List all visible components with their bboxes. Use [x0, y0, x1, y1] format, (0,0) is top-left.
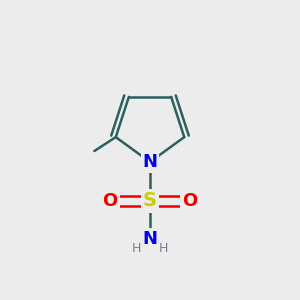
Text: H: H: [132, 242, 141, 256]
Text: O: O: [182, 192, 197, 210]
Text: N: N: [142, 230, 158, 247]
Text: H: H: [159, 242, 168, 256]
Text: N: N: [142, 153, 158, 171]
Text: O: O: [103, 192, 118, 210]
Text: S: S: [143, 191, 157, 211]
